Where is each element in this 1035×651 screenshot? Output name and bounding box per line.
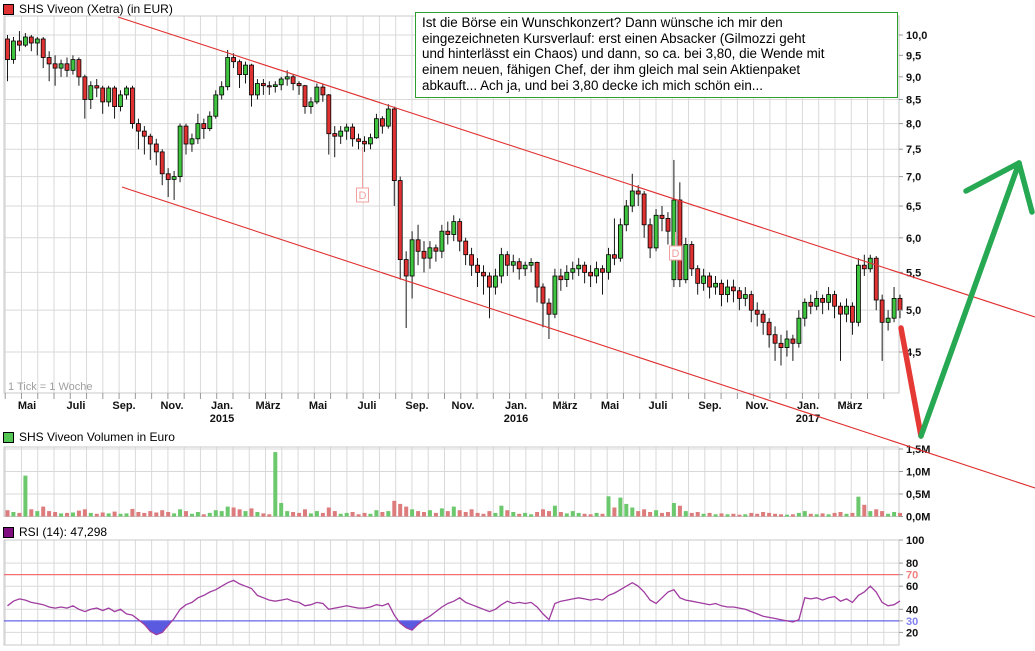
svg-text:9,0: 9,0 bbox=[906, 72, 921, 84]
volume-legend-square-icon bbox=[3, 431, 14, 443]
svg-text:2017: 2017 bbox=[796, 413, 820, 425]
svg-text:Mai: Mai bbox=[18, 400, 36, 412]
svg-text:D: D bbox=[359, 190, 367, 202]
svg-text:Nov.: Nov. bbox=[160, 400, 183, 412]
svg-text:Juli: Juli bbox=[67, 400, 86, 412]
svg-text:1,0M: 1,0M bbox=[906, 467, 930, 479]
volume-legend: SHS Viveon Volumen in Euro bbox=[3, 430, 175, 444]
volume-panel bbox=[3, 446, 902, 517]
svg-text:6,5: 6,5 bbox=[906, 201, 921, 213]
svg-text:20: 20 bbox=[906, 627, 918, 639]
svg-text:Jan.: Jan. bbox=[505, 400, 527, 412]
svg-text:Mai: Mai bbox=[601, 400, 619, 412]
right-axes: 10,09,59,08,58,07,57,06,56,05,55,04,51,5… bbox=[899, 30, 930, 639]
forecast-arrows bbox=[898, 160, 1035, 439]
svg-text:D: D bbox=[672, 248, 680, 260]
svg-text:Juli: Juli bbox=[649, 400, 668, 412]
svg-text:7,5: 7,5 bbox=[906, 144, 921, 156]
rsi-legend: RSI (14): 47,298 bbox=[3, 525, 107, 539]
svg-text:100: 100 bbox=[906, 535, 924, 547]
svg-text:10,0: 10,0 bbox=[906, 30, 927, 42]
svg-text:60: 60 bbox=[906, 581, 918, 593]
svg-text:Sep.: Sep. bbox=[698, 400, 721, 412]
svg-text:0,0M: 0,0M bbox=[906, 512, 930, 524]
trend-channel bbox=[117, 16, 1035, 489]
svg-text:5,0: 5,0 bbox=[906, 305, 921, 317]
svg-text:70: 70 bbox=[906, 570, 918, 582]
svg-text:März: März bbox=[837, 400, 863, 412]
svg-text:8,0: 8,0 bbox=[906, 119, 921, 131]
svg-text:30: 30 bbox=[906, 616, 918, 628]
price-legend: SHS Viveon (Xetra) (in EUR) bbox=[3, 2, 173, 16]
svg-text:2016: 2016 bbox=[504, 413, 528, 425]
svg-text:Sep.: Sep. bbox=[112, 400, 135, 412]
volume-legend-label: SHS Viveon Volumen in Euro bbox=[19, 430, 175, 444]
svg-text:Jan.: Jan. bbox=[797, 400, 819, 412]
dividend-markers: DD bbox=[356, 147, 682, 261]
svg-text:Nov.: Nov. bbox=[745, 400, 768, 412]
price-panel bbox=[3, 15, 903, 394]
svg-text:Sep.: Sep. bbox=[405, 400, 428, 412]
svg-text:6,0: 6,0 bbox=[906, 233, 921, 245]
rsi-panel bbox=[3, 539, 901, 646]
rsi-legend-label: RSI (14): 47,298 bbox=[19, 525, 108, 539]
svg-text:80: 80 bbox=[906, 558, 918, 570]
svg-text:2015: 2015 bbox=[210, 413, 234, 425]
svg-text:40: 40 bbox=[906, 604, 918, 616]
rsi-legend-square-icon bbox=[3, 526, 14, 538]
svg-text:0,5M: 0,5M bbox=[906, 489, 930, 501]
svg-text:Jan.: Jan. bbox=[211, 400, 233, 412]
price-legend-label: SHS Viveon (Xetra) (in EUR) bbox=[19, 2, 173, 16]
svg-text:März: März bbox=[255, 400, 281, 412]
svg-text:8,5: 8,5 bbox=[906, 95, 921, 107]
user-annotation-note[interactable]: Ist die Börse ein Wunschkonzert? Dann wü… bbox=[415, 12, 898, 98]
svg-text:Juli: Juli bbox=[358, 400, 377, 412]
tick-interval-note: 1 Tick = 1 Woche bbox=[8, 381, 92, 393]
svg-text:9,5: 9,5 bbox=[906, 50, 921, 62]
svg-text:7,0: 7,0 bbox=[906, 172, 921, 184]
svg-text:4,5: 4,5 bbox=[906, 347, 921, 359]
svg-text:Mai: Mai bbox=[309, 400, 327, 412]
svg-text:Nov.: Nov. bbox=[451, 400, 474, 412]
svg-text:März: März bbox=[552, 400, 578, 412]
price-legend-square-icon bbox=[3, 3, 14, 15]
